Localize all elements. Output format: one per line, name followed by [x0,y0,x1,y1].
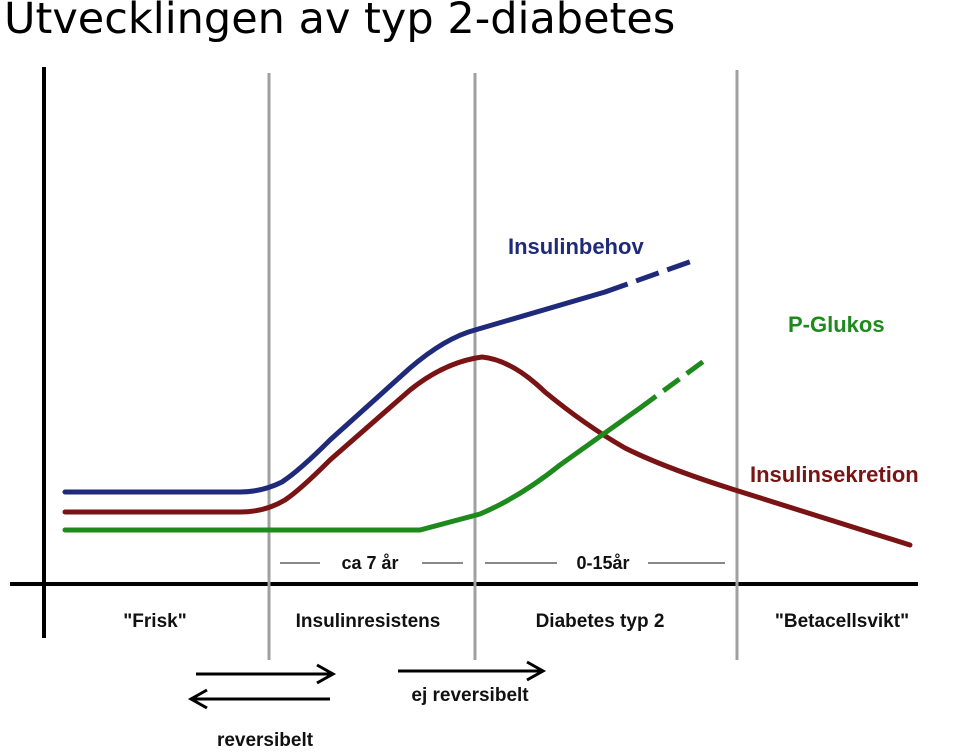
label-insulinsekretion: Insulinsekretion [750,462,919,487]
label-p-glukos: P-Glukos [788,312,885,337]
curve-insulinsekretion [62,354,913,548]
curve-insulinbehov [62,289,608,495]
label-ej-reversibelt: ej reversibelt [411,685,529,706]
curve-p-glukos-projected [638,355,710,411]
arrow-right-reversible [196,663,337,685]
phase-label-frisk: "Frisk" [123,611,186,632]
duration-label-2: 0-15år [576,553,629,573]
phase-label-insulinresistens: Insulinresistens [296,611,441,632]
diagram-title: Utvecklingen av typ 2-diabetes [4,0,676,44]
curve-p-glukos [62,405,643,533]
duration-label-1: ca 7 år [341,553,398,573]
label-insulinbehov: Insulinbehov [508,234,644,259]
phase-label-diabetes: Diabetes typ 2 [536,611,665,632]
curve-insulinbehov-projected [604,257,696,295]
label-reversibelt: reversibelt [217,730,314,751]
arrow-left-reversible [187,688,330,710]
phase-label-betacellsvikt: "Betacellsvikt" [775,611,909,632]
arrow-right-irreversible [398,660,547,682]
